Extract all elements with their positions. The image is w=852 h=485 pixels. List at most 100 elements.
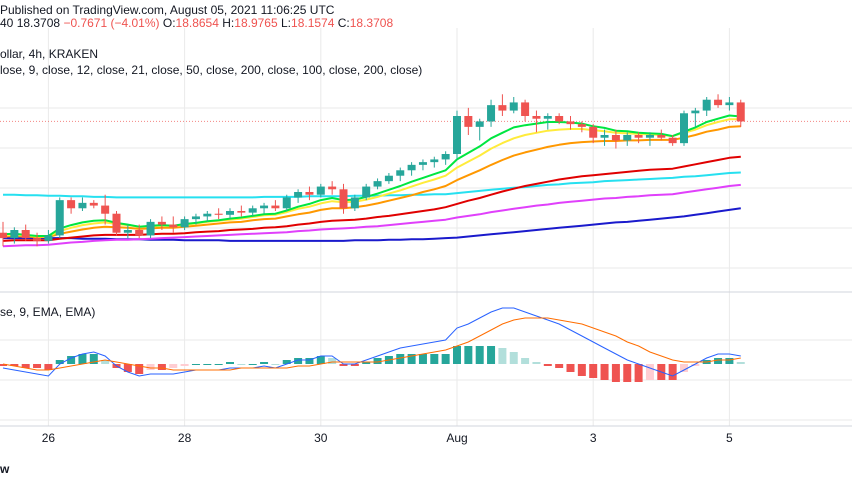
candle [509,97,518,114]
candle-body [373,181,382,187]
macd-histogram-bar [0,364,7,366]
macd-histogram-bar [10,364,19,366]
candle-body [543,116,552,119]
candle-body [600,135,609,138]
candle-body [339,189,348,209]
candle-body [33,238,42,241]
macd-histogram-bar [78,354,87,364]
macd-histogram-bar [282,360,291,364]
candle-body [487,105,496,122]
macd-histogram-bar [509,352,518,364]
candle [169,216,178,233]
candle-body [282,197,291,209]
candle-body [396,170,405,176]
macd-histogram-bar [475,346,484,364]
candle-body [157,221,166,225]
time-axis-label: Aug [446,431,467,445]
candle [316,183,325,198]
macd-signal-line [2,317,741,371]
candle-body [169,224,178,228]
candle [634,132,643,144]
macd-histogram-bar [543,364,552,366]
open-value: 18.8654 [175,16,219,30]
candle-body [657,135,666,138]
ema-21-line [2,125,741,239]
candle-body [714,99,723,106]
macd-histogram-bar [373,358,382,364]
macd-histogram-bar [521,358,530,364]
candle [146,219,155,239]
macd-histogram-bar [67,356,76,364]
candle [112,211,121,236]
candle-body [55,200,64,236]
candle [78,197,87,211]
candle-body [316,186,325,195]
candle-body [271,205,280,209]
ema-lines [2,114,741,248]
macd-histogram-bar [55,360,64,364]
candle [305,186,314,201]
price-prefix: 40 [0,16,14,30]
candle [600,129,609,146]
candle [248,205,257,217]
macd-histogram-bar [680,364,688,372]
candle [611,129,620,149]
symbol-title[interactable]: ollar, 4h, KRAKEN [0,47,99,61]
macd-histogram-bar [328,358,337,364]
close-value: 18.3708 [349,16,394,30]
candle [407,162,416,176]
footer-fragment: w [0,462,10,476]
candle [475,118,484,141]
candle [577,121,586,133]
candle [384,173,393,184]
macd-histogram-bar [180,364,189,366]
candle-body [21,230,30,239]
macd-histogram-bar [135,364,144,374]
candle-body [294,192,303,198]
macd-histogram-bar [555,364,564,368]
macd-histogram-bar [407,354,416,364]
macd-histogram-bar [396,354,405,364]
macd-histogram-bar [691,364,700,366]
candle [555,113,564,125]
candle [226,208,234,220]
last-price: 18.3708 [16,16,61,30]
candle [498,94,507,116]
macd-indicator-legend[interactable]: se, 9, EMA, EMA) [0,305,96,319]
candle [214,208,223,220]
macd-histogram-bar [577,364,586,376]
candle [453,110,461,160]
time-axis-label: 5 [726,431,733,445]
macd-histogram-bar [736,362,745,364]
candle-body [418,162,427,165]
candle-body [691,110,700,114]
macd-histogram-bar [453,346,461,364]
candle-body [214,213,223,215]
candle [294,189,303,203]
close-label: C: [337,16,350,30]
candle-body [248,208,257,213]
ema-indicator-legend[interactable]: lose, 9, close, 12, close, 21, close, 50… [0,63,423,77]
macd-histogram-bar [418,354,427,364]
macd-histogram-bar [214,364,223,365]
candle [725,97,734,111]
candle [714,94,723,108]
macd-line [2,307,741,377]
macd-histogram-bar [566,364,575,372]
candle-body [611,135,620,141]
macd-histogram-bar [21,364,30,368]
candle [135,224,144,239]
candle [282,194,291,211]
candle-body [702,99,711,111]
candle [668,135,677,146]
candle-body [305,192,314,195]
candle-body [362,186,371,198]
candle [521,99,530,122]
high-value: 18.9765 [234,16,278,30]
candle [44,230,53,244]
candle-body [680,113,688,144]
low-label: L: [281,16,292,30]
candle-body [589,126,598,138]
candle [396,167,405,182]
